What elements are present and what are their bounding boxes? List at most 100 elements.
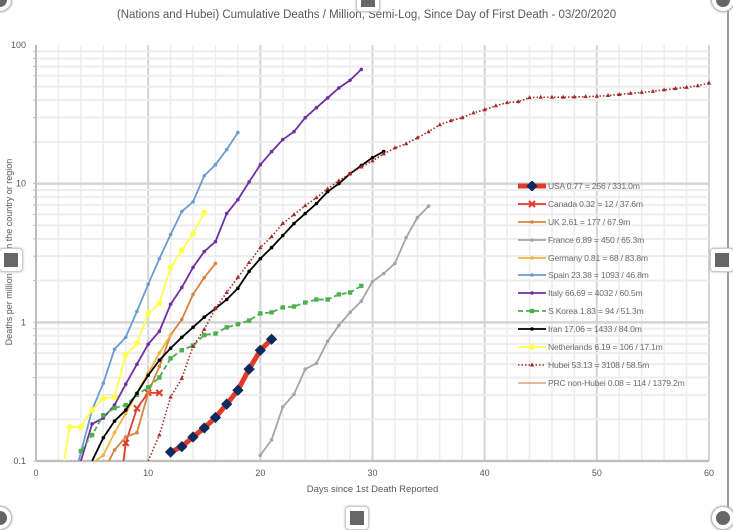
data-point-square [303, 300, 308, 305]
legend-swatch [518, 180, 546, 191]
data-point-triangle [403, 141, 409, 146]
data-point [359, 67, 364, 72]
data-point [348, 78, 352, 83]
data-point [100, 395, 107, 402]
data-point-square [280, 305, 285, 310]
series-line [63, 212, 206, 461]
data-point-square [347, 290, 353, 295]
legend-label: Iran 17.06 = 1433 / 84.0m [548, 324, 642, 335]
data-point [337, 86, 341, 90]
data-point [325, 339, 330, 344]
data-point-diamond [254, 344, 266, 356]
x-tick-label: 20 [255, 468, 265, 478]
data-point-triangle [661, 87, 667, 92]
data-point [292, 129, 296, 134]
data-point-square [145, 385, 151, 390]
data-point [123, 411, 128, 416]
data-point-triangle [460, 115, 465, 120]
data-point [191, 325, 195, 330]
legend-item: Canada 0.32 = 12 / 37.6m [518, 195, 685, 213]
data-point-square [359, 283, 364, 289]
data-point [269, 438, 274, 442]
data-point-triangle [684, 84, 689, 89]
data-point [146, 342, 150, 347]
data-point-triangle [594, 93, 600, 98]
data-point [156, 300, 163, 307]
data-point [112, 448, 117, 452]
x-tick-label: 50 [592, 468, 602, 478]
series-canada [122, 389, 164, 461]
data-point-triangle [706, 80, 712, 85]
data-point [180, 317, 184, 322]
data-point [404, 235, 408, 240]
legend-item: Spain 23.38 = 1093 / 46.8m [518, 266, 685, 284]
data-point [157, 329, 162, 334]
grid [33, 45, 710, 463]
data-point-triangle [639, 89, 644, 94]
data-point-triangle [650, 88, 656, 93]
y-tick-label: 1 [21, 317, 26, 327]
data-point-x [528, 200, 536, 208]
data-point [168, 232, 173, 237]
data-point-square [78, 448, 84, 454]
data-point [122, 352, 129, 359]
data-point [66, 423, 73, 430]
legend-item: Iran 17.06 = 1433 / 84.0m [518, 320, 685, 338]
data-point [133, 340, 140, 347]
data-point [201, 209, 208, 216]
legend-label: Hubei 53.13 = 3108 / 58.5m [548, 359, 650, 370]
data-point-triangle [504, 100, 510, 105]
data-point [337, 323, 341, 328]
legend-swatch [518, 200, 546, 208]
data-point [213, 261, 218, 266]
data-point [145, 310, 152, 317]
data-point [168, 333, 173, 337]
y-tick-label: 10 [16, 179, 26, 189]
data-point [236, 197, 240, 202]
data-point-square [112, 405, 117, 411]
data-point-triangle [359, 164, 364, 169]
data-point [325, 96, 330, 100]
data-point-triangle [617, 91, 622, 96]
data-point-diamond [209, 411, 222, 424]
resize-handle-left[interactable] [0, 248, 23, 272]
data-point [530, 237, 534, 242]
resize-handle-top[interactable] [356, 0, 380, 12]
resize-handle-bottom-right[interactable] [711, 506, 733, 530]
legend-label: Spain 23.38 = 1093 / 46.8m [548, 270, 649, 281]
data-point [157, 256, 162, 261]
series-line [122, 391, 160, 461]
data-point [168, 346, 173, 351]
series-netherlands [63, 209, 208, 461]
data-point-triangle [482, 107, 487, 112]
legend-item: Netherlands 6.19 = 106 / 17.1m [518, 338, 685, 356]
y-tick-label: 100 [11, 40, 26, 50]
resize-handle-right[interactable] [710, 248, 733, 272]
legend-swatch [518, 291, 546, 296]
data-point-square [314, 297, 319, 302]
data-point [303, 367, 308, 372]
data-point [112, 419, 117, 423]
data-point-square [123, 402, 128, 408]
data-point-diamond [221, 398, 233, 410]
data-point [325, 189, 330, 194]
data-point-triangle [246, 260, 252, 265]
data-point-triangle [493, 103, 499, 108]
data-point-square [246, 318, 252, 323]
data-point-triangle [437, 122, 442, 127]
data-point [370, 155, 375, 160]
data-point-triangle [516, 99, 521, 104]
data-point-triangle [529, 362, 535, 367]
data-point-triangle [673, 86, 678, 91]
data-point [112, 430, 117, 435]
data-point-triangle [381, 151, 386, 156]
data-point-square [202, 332, 207, 338]
series-line [259, 205, 430, 456]
data-point [529, 343, 535, 350]
data-point [280, 233, 285, 238]
data-point-x [122, 439, 130, 447]
resize-handle-bottom[interactable] [345, 506, 369, 530]
data-point-triangle [583, 94, 588, 99]
data-point [135, 309, 139, 314]
data-point [101, 453, 106, 458]
